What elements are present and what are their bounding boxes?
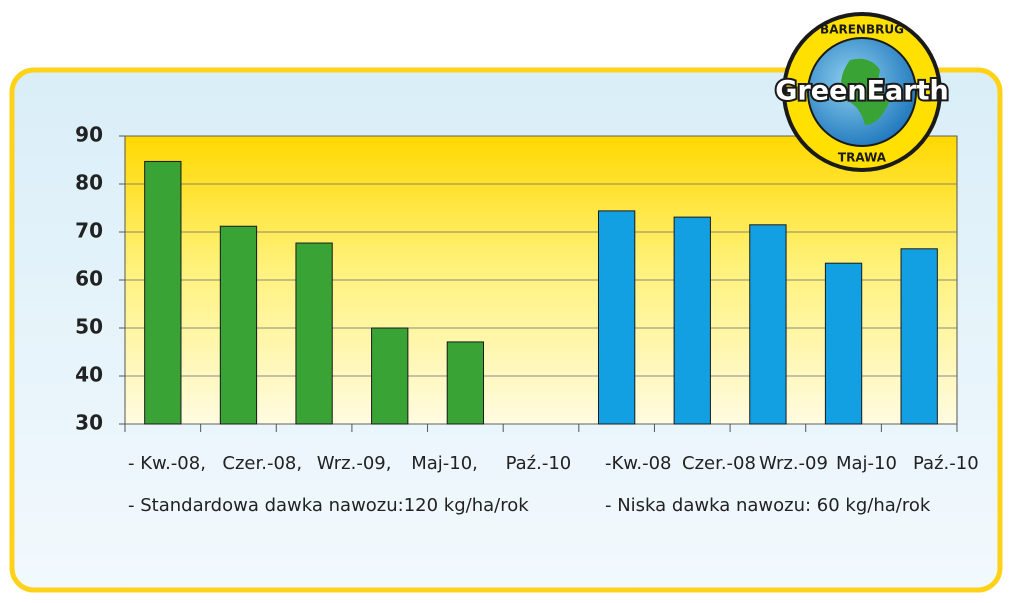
legend-entry: - Niska dawka nawozu: 60 kg/ha/rok <box>605 495 931 516</box>
logo-land <box>841 58 890 125</box>
logo: BARENBRUG GreenEarth TRAWA <box>773 12 951 172</box>
x-tick-label: Wrz.-09, <box>317 453 392 474</box>
bar <box>446 341 485 425</box>
y-tick-label: 50 <box>75 315 103 339</box>
y-tick-label: 30 <box>75 411 103 435</box>
x-tick-label: Czer.-08 <box>682 453 756 474</box>
x-tick-label: Wrz.-09 <box>759 453 828 474</box>
bar <box>900 248 938 425</box>
bar <box>597 210 636 425</box>
y-tick-label: 40 <box>75 363 103 387</box>
bar <box>749 224 787 425</box>
y-tick-label: 80 <box>75 171 103 195</box>
bar <box>371 327 409 425</box>
x-tick-label: -Kw.-08 <box>605 453 672 474</box>
x-tick-label: Maj-10, <box>411 453 478 474</box>
x-tick-label: Czer.-08, <box>222 453 302 474</box>
logo-name: GreenEarth <box>775 76 948 107</box>
legend-entry: - Standardowa dawka nawozu:120 kg/ha/rok <box>128 495 529 516</box>
bar <box>824 262 863 425</box>
bar <box>295 242 333 425</box>
x-tick-label: Paź.-10 <box>506 453 572 474</box>
x-tick-label: Maj-10 <box>836 453 897 474</box>
x-tick-label: Paź.-10 <box>913 453 979 474</box>
bar <box>219 225 258 425</box>
logo-top: BARENBRUG <box>820 23 904 37</box>
x-tick-label: - Kw.-08, <box>128 453 206 474</box>
bar <box>673 216 711 425</box>
logo-bottom: TRAWA <box>838 151 887 165</box>
y-tick-label: 90 <box>75 123 103 147</box>
y-tick-label: 60 <box>75 267 103 291</box>
y-tick-label: 70 <box>75 219 103 243</box>
bar <box>144 160 182 425</box>
